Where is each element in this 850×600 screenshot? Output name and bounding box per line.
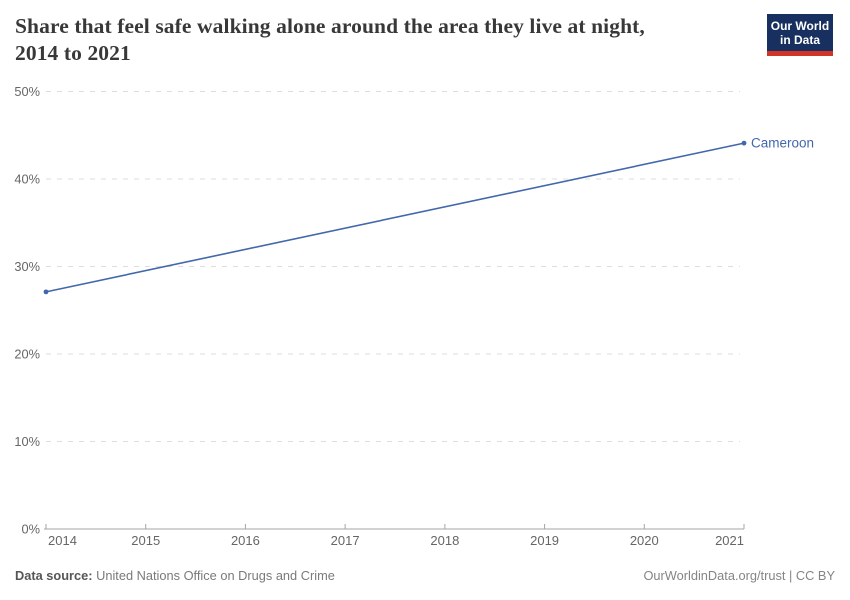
x-axis-tick-label: 2021 xyxy=(715,533,744,548)
y-axis-tick-label: 0% xyxy=(22,521,41,536)
y-axis-tick-label: 20% xyxy=(14,346,40,361)
series-end-point xyxy=(741,140,747,146)
owid-logo: Our World in Data xyxy=(767,14,833,56)
y-axis-tick-label: 40% xyxy=(14,171,40,186)
x-axis-tick-label: 2019 xyxy=(530,533,559,548)
chart-title-line1: Share that feel safe walking alone aroun… xyxy=(15,14,645,38)
data-source-value: United Nations Office on Drugs and Crime xyxy=(96,568,335,583)
data-source: Data source: United Nations Office on Dr… xyxy=(15,568,335,583)
x-axis-tick-label: 2017 xyxy=(331,533,360,548)
x-axis-tick-label: 2014 xyxy=(48,533,77,548)
owid-logo-text-line1: Our World xyxy=(770,19,830,33)
owid-logo-red-bar xyxy=(767,51,833,56)
series-line xyxy=(45,142,745,293)
y-axis-tick-label: 50% xyxy=(14,84,40,99)
owid-logo-text-line2: in Data xyxy=(779,33,820,47)
series-start-point xyxy=(43,289,49,295)
chart-title: Share that feel safe walking alone aroun… xyxy=(15,13,645,67)
chart-footer: Data source: United Nations Office on Dr… xyxy=(15,568,835,583)
x-axis-tick-label: 2018 xyxy=(430,533,459,548)
data-source-label: Data source: xyxy=(15,568,93,583)
line-chart: 0% 10% 20% 30% 40% 50% 2014 2015 2016 2017 2018 201… xyxy=(14,84,814,548)
chart-title-line2: 2014 to 2021 xyxy=(15,41,131,65)
x-axis-tick-label: 2016 xyxy=(231,533,260,548)
owid-logo-box: Our World in Data xyxy=(767,14,833,51)
credit-link: OurWorldinData.org/trust | CC BY xyxy=(643,568,835,583)
y-axis-tick-label: 30% xyxy=(14,259,40,274)
x-axis-tick-label: 2020 xyxy=(630,533,659,548)
y-axis-tick-label: 10% xyxy=(14,434,40,449)
series-entity-label: Cameroon xyxy=(751,136,814,151)
x-axis-tick-label: 2015 xyxy=(131,533,160,548)
